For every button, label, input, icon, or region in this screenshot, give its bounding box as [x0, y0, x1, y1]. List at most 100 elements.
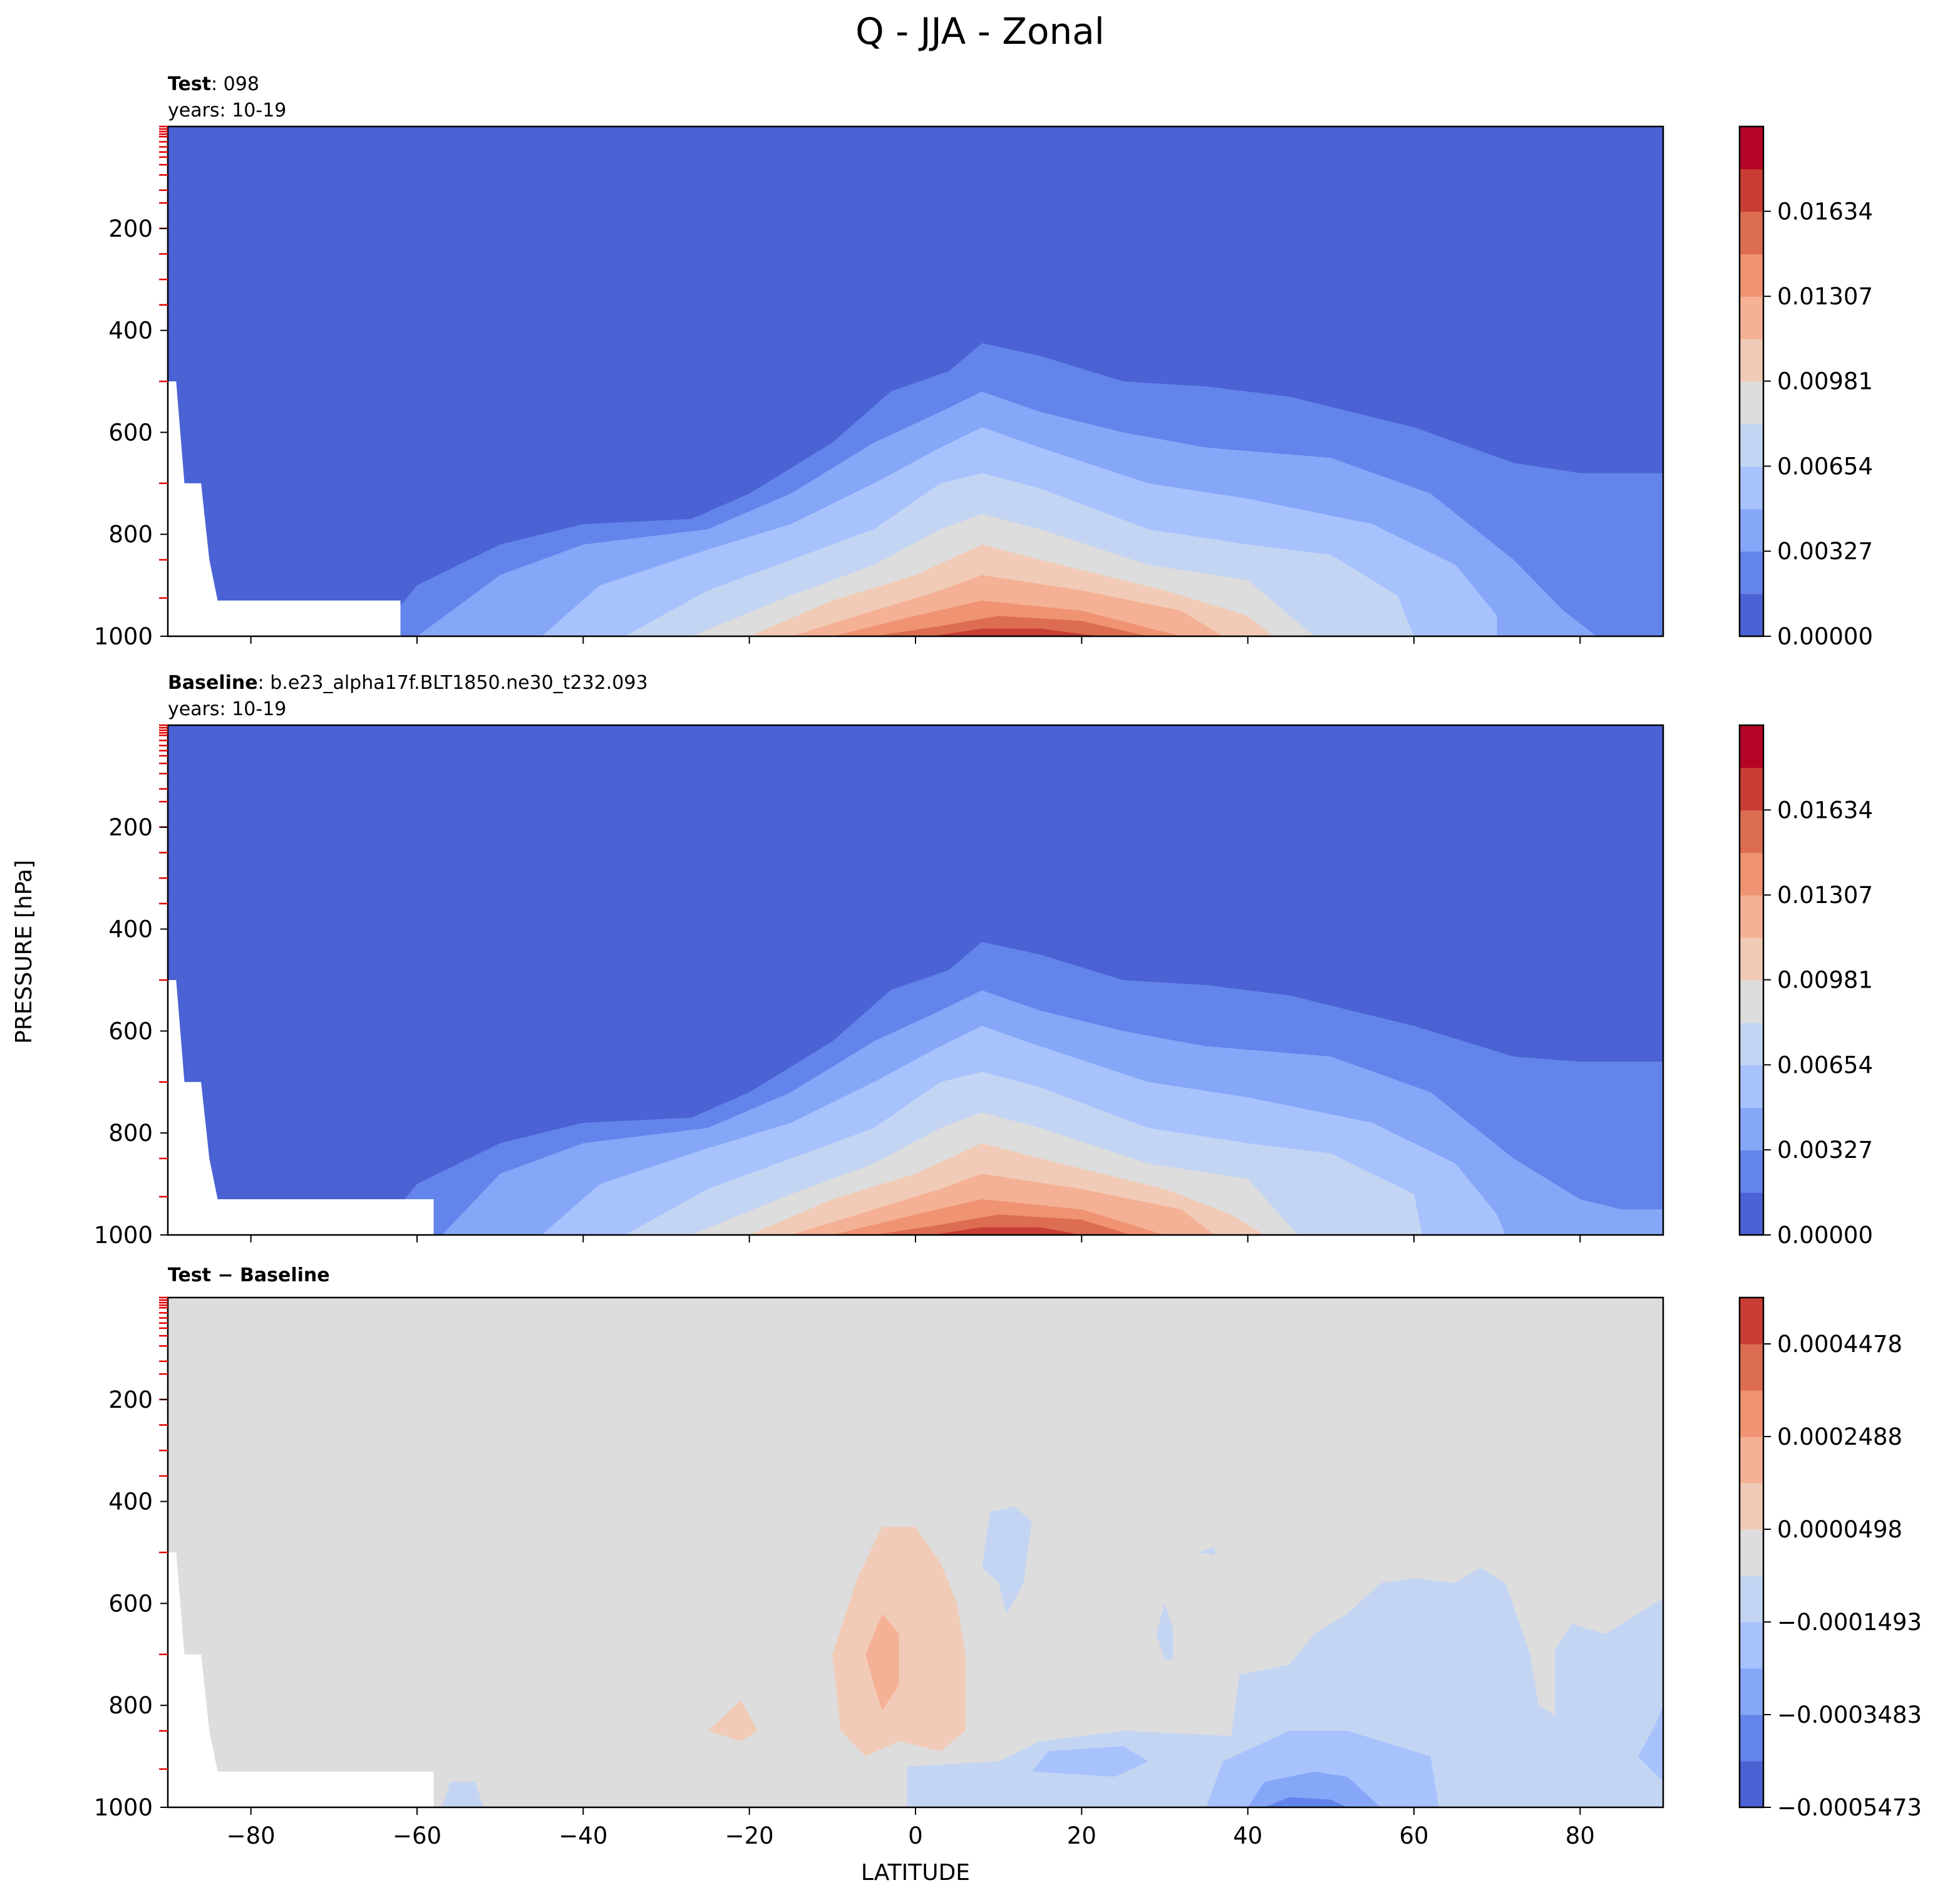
y-axis-label: PRESSURE [hPa] — [11, 860, 37, 1044]
y-tick-label: 200 — [108, 1386, 153, 1413]
colorbar-tick-label: 0.01307 — [1777, 882, 1873, 909]
masked-terrain — [168, 1552, 434, 1807]
panel-header-bold: Baseline — [168, 672, 258, 694]
contour-region-6 — [1198, 1547, 1215, 1556]
panel-baseline: 200 400 600 800 1000 Baseline: b.e23_alpha17f… — [94, 672, 1873, 1249]
colorbar-swatch — [1740, 1298, 1763, 1345]
contour-region-9 — [932, 628, 1098, 636]
colorbar-swatch — [1740, 937, 1763, 981]
colorbar-tick-label: 0.00654 — [1777, 453, 1873, 480]
colorbar-swatch — [1740, 767, 1763, 811]
x-tick-label: −80 — [227, 1822, 276, 1849]
colorbar-swatch — [1740, 423, 1763, 467]
colorbar-swatch — [1740, 1761, 1763, 1808]
plot-area — [168, 725, 1663, 1235]
colorbar-swatch — [1740, 466, 1763, 509]
panel-header-bold: Test — [168, 73, 211, 95]
colorbar-tick-label: −0.0005473 — [1777, 1794, 1922, 1821]
colorbar-swatch — [1740, 1192, 1763, 1236]
colorbar-tick-label: 0.0002488 — [1777, 1423, 1902, 1450]
colorbar-swatch — [1740, 1437, 1763, 1484]
colorbar-swatch — [1740, 725, 1763, 768]
x-tick-label: 60 — [1399, 1822, 1428, 1849]
colorbar-tick-label: 0.00981 — [1777, 368, 1873, 395]
colorbar-tick-label: 0.00981 — [1777, 967, 1873, 994]
x-axis-label: LATITUDE — [861, 1860, 970, 1886]
plot-area — [168, 126, 1663, 636]
x-tick-label: 40 — [1233, 1822, 1262, 1849]
colorbar-tick-label: 0.00327 — [1777, 538, 1873, 565]
contour-region-3 — [982, 1506, 1032, 1614]
colorbar-swatch — [1740, 1622, 1763, 1669]
panel-subheader: years: 10-19 — [168, 698, 286, 720]
colorbar-swatch — [1740, 296, 1763, 339]
y-tick-label: 800 — [108, 1120, 153, 1147]
masked-terrain — [168, 980, 434, 1235]
colorbar-swatch — [1740, 1107, 1763, 1150]
panel-header: Test: 098 — [168, 73, 259, 95]
y-tick-label: 200 — [108, 814, 153, 841]
figure-title: Q - JJA - Zonal — [855, 10, 1105, 53]
colorbar-swatch — [1740, 1065, 1763, 1108]
y-tick-label: 600 — [108, 419, 153, 446]
contour-region-10 — [1247, 1772, 1381, 1807]
colorbar-swatch — [1740, 126, 1763, 170]
colorbar-swatch — [1740, 980, 1763, 1023]
colorbar-frame — [1738, 1296, 1765, 1809]
y-tick-label: 200 — [108, 215, 153, 242]
plot-area — [168, 1298, 1663, 1807]
y-tick-label: 400 — [108, 318, 153, 344]
colorbar-swatch — [1740, 1344, 1763, 1391]
colorbar-swatch — [1740, 1150, 1763, 1193]
colorbar-swatch — [1740, 509, 1763, 552]
x-tick-label: −60 — [393, 1822, 441, 1849]
colorbar-swatch — [1740, 339, 1763, 382]
colorbar-swatch — [1740, 168, 1763, 212]
colorbar-tick-label: 0.00000 — [1777, 1222, 1873, 1249]
y-tick-label: 400 — [108, 916, 153, 943]
contour-region-1 — [865, 1613, 899, 1711]
contour-region-8 — [1031, 1746, 1148, 1777]
contour-region-8 — [874, 1214, 1132, 1235]
colorbar-swatch — [1740, 211, 1763, 254]
panel-subheader: years: 10-19 — [168, 100, 286, 121]
contour-region-11 — [1264, 1797, 1348, 1807]
colorbar-swatch — [1740, 1529, 1763, 1576]
panel-header: Test − Baseline — [168, 1264, 330, 1286]
colorbar: −0.0005473 −0.0003483 −0.0001493 0.0000498 0… — [1738, 1296, 1922, 1821]
panel-header-detail: : b.e23_alpha17f.BLT1850.ne30_t232.093 — [258, 672, 648, 694]
colorbar-swatch — [1740, 1483, 1763, 1530]
y-tick-label: 800 — [108, 1692, 153, 1719]
colorbar-swatch — [1740, 551, 1763, 594]
y-tick-label: 800 — [108, 521, 153, 548]
contour-region-12 — [1638, 1705, 1663, 1782]
colorbar-tick-label: 0.01634 — [1777, 797, 1873, 824]
colorbar-swatch — [1740, 1022, 1763, 1066]
y-tick-label: 1000 — [94, 1794, 153, 1821]
x-tick-label: −40 — [559, 1822, 607, 1849]
x-tick-label: 20 — [1067, 1822, 1096, 1849]
colorbar-swatch — [1740, 1576, 1763, 1623]
colorbar-tick-label: −0.0003483 — [1777, 1701, 1922, 1728]
panel-header-detail: : 098 — [211, 73, 259, 95]
colorbar-tick-label: 0.00327 — [1777, 1137, 1873, 1164]
contour-region-8 — [874, 616, 1148, 636]
contour-region-2 — [708, 1700, 758, 1742]
x-tick-label: 0 — [908, 1822, 923, 1849]
panel-header-bold: Test − Baseline — [168, 1264, 330, 1286]
colorbar-swatch — [1740, 1715, 1763, 1762]
colorbar-swatch — [1740, 810, 1763, 853]
colorbar-swatch — [1740, 594, 1763, 637]
panel-difference: 200 400 600 800 1000 −80 −60 −40 −20 0 20 40 60 80 Tes… — [94, 1264, 1922, 1849]
x-tick-label: −20 — [725, 1822, 774, 1849]
y-tick-label: 400 — [108, 1489, 153, 1515]
colorbar: 0.00000 0.00327 0.00654 0.00981 0.01307 0.016… — [1738, 125, 1873, 650]
colorbar-swatch — [1740, 1390, 1763, 1437]
y-tick-label: 1000 — [94, 1222, 153, 1249]
colorbar-tick-label: 0.0000498 — [1777, 1516, 1902, 1543]
colorbar-tick-label: 0.01634 — [1777, 198, 1873, 225]
colorbar-tick-label: −0.0001493 — [1777, 1609, 1922, 1636]
panel-test: 200 400 600 800 1000 Test: 098 years: 10-19 0.0… — [94, 73, 1873, 650]
